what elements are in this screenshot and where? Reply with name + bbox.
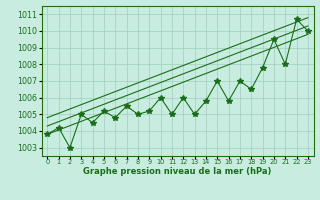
X-axis label: Graphe pression niveau de la mer (hPa): Graphe pression niveau de la mer (hPa) (84, 167, 272, 176)
